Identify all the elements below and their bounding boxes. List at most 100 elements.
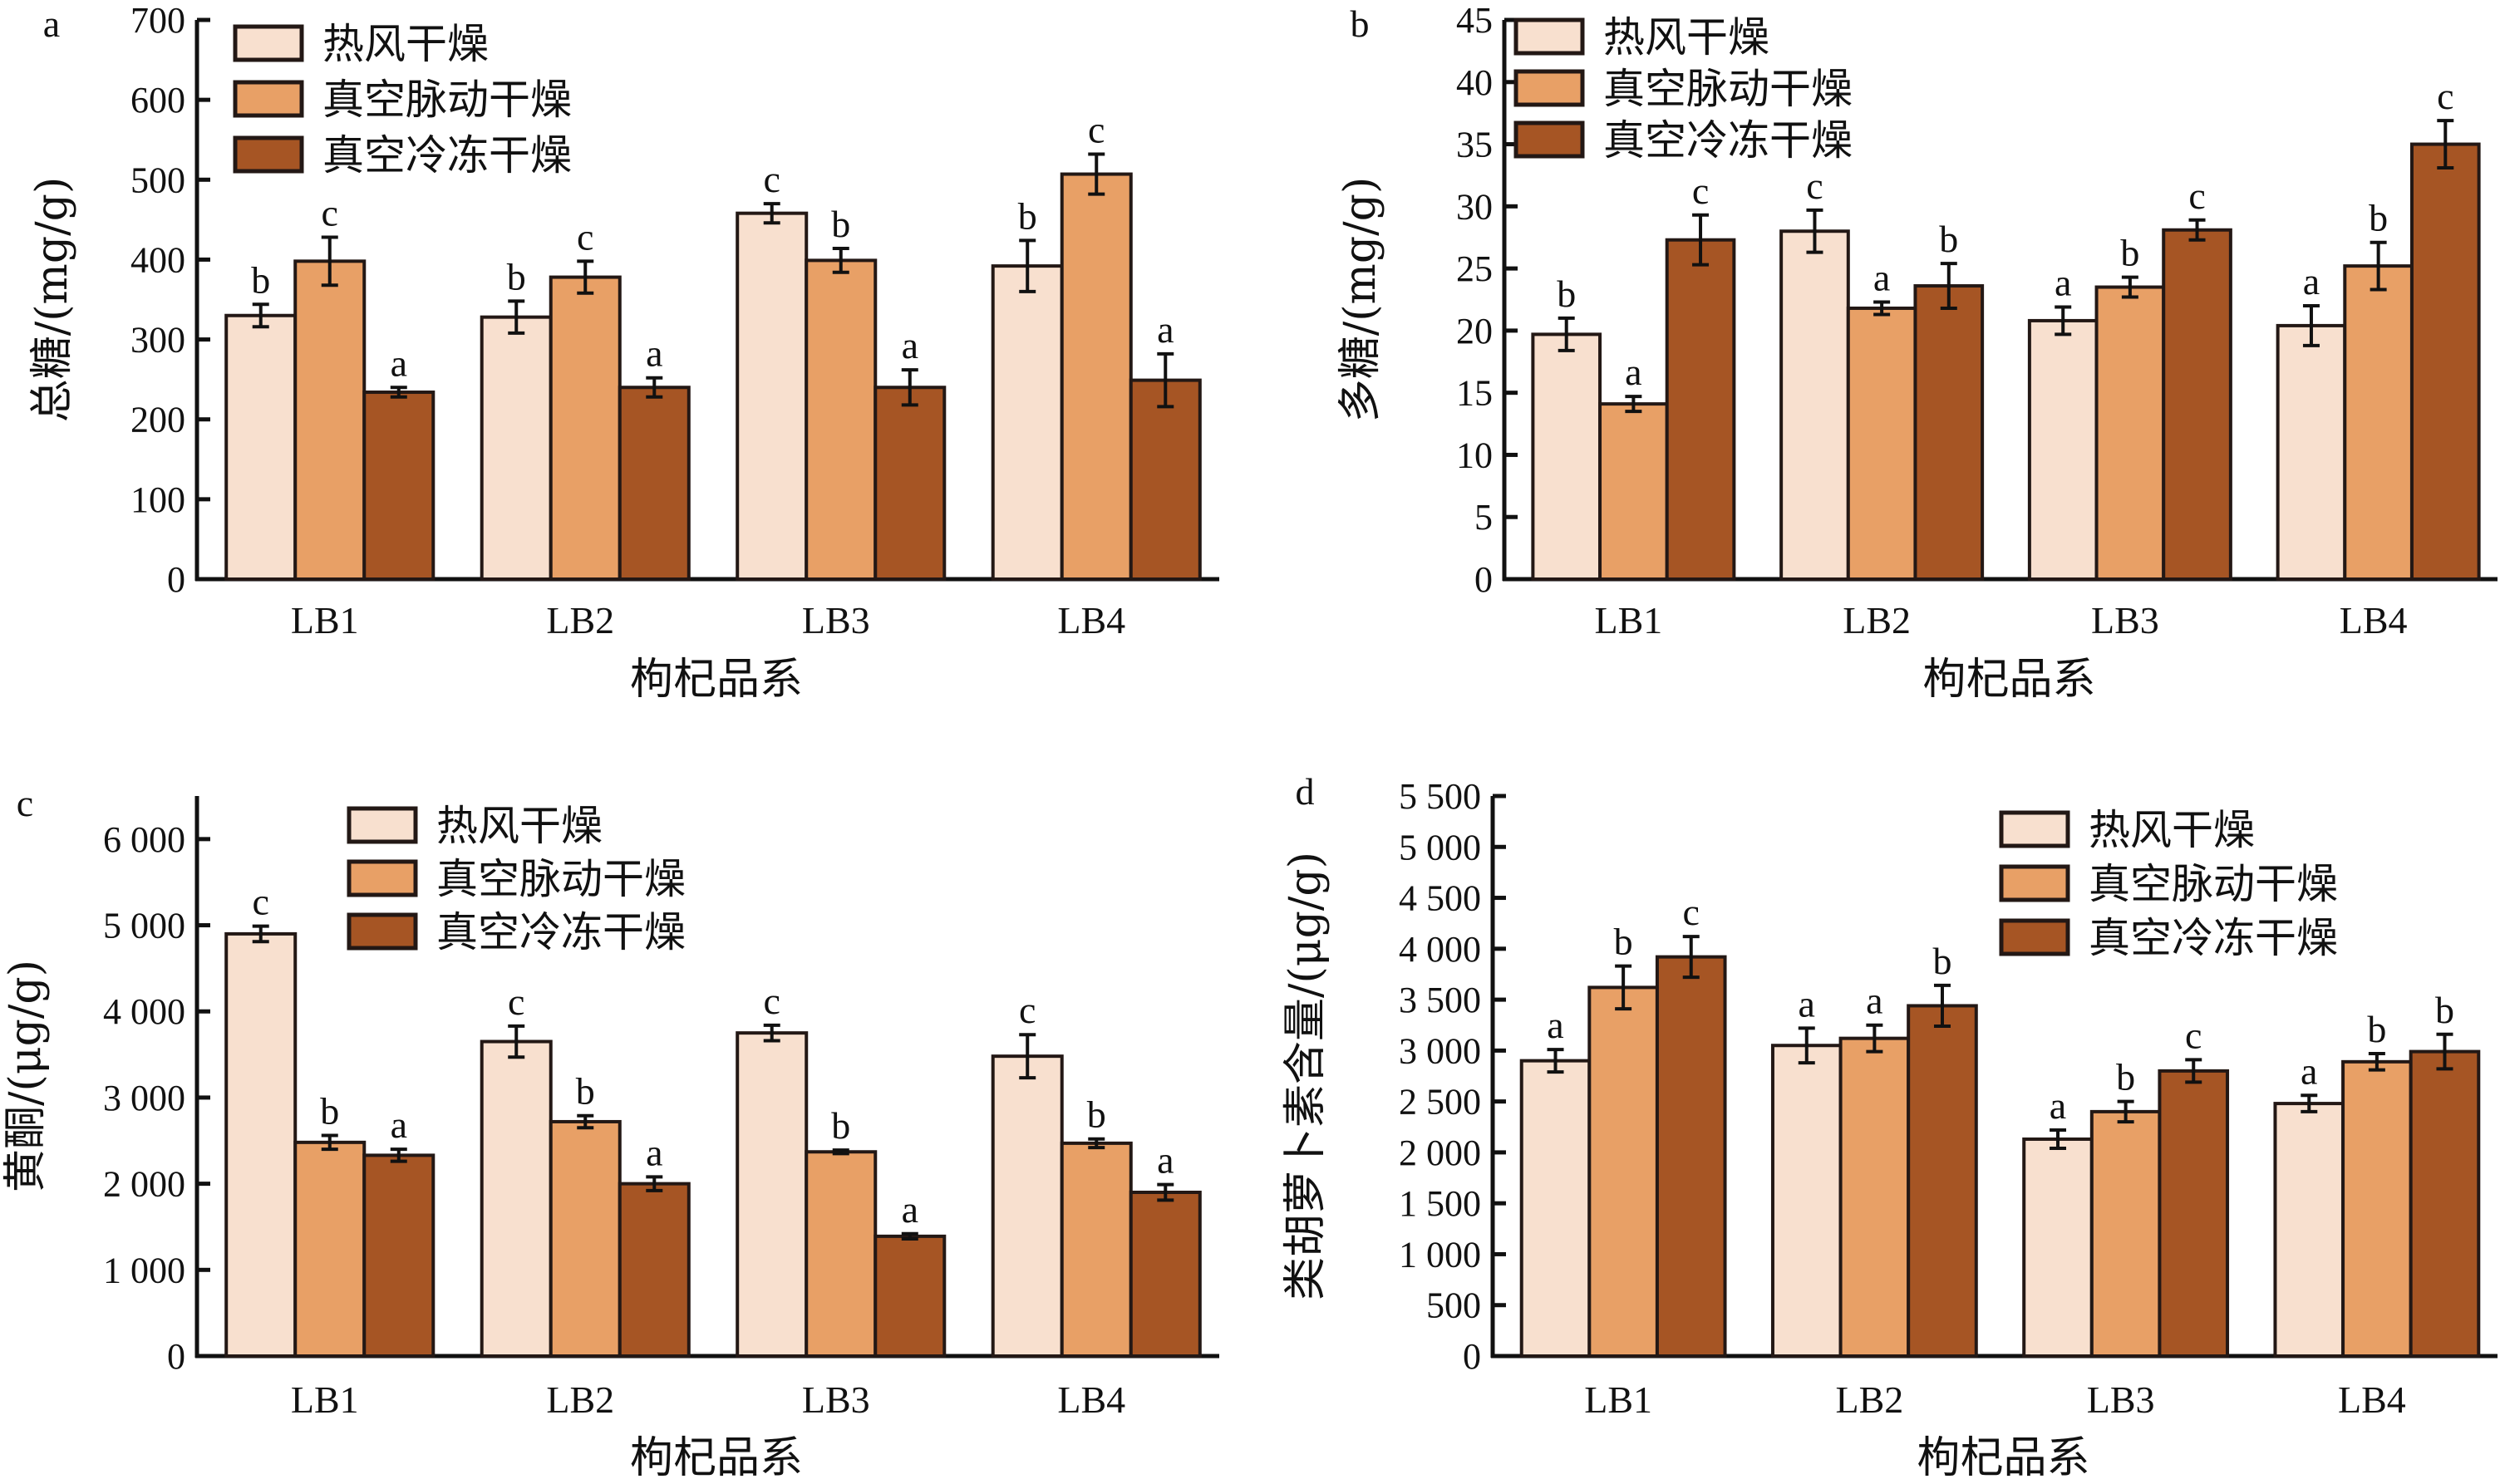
significance-letter: a	[1547, 1004, 1563, 1046]
panel-letter: c	[17, 782, 33, 824]
chart-panel-d: 0 500 1 000 1 500 2 000 2 500 3 000 3 500 4 000 4…	[1281, 770, 2498, 1483]
significance-letter: b	[576, 1070, 595, 1113]
bar-LB4-series-2	[1060, 1141, 1133, 1358]
legend-swatch-1	[347, 806, 418, 844]
y-tick-label: 5 500	[1399, 776, 1481, 817]
y-tick-label: 35	[1456, 125, 1493, 165]
significance-letter: c	[1683, 891, 1700, 933]
legend-swatch-1	[1513, 17, 1585, 56]
y-tick-label: 4 500	[1399, 878, 1481, 919]
legend-swatch-1	[233, 24, 304, 62]
y-tick-label: 15	[1456, 373, 1493, 414]
significance-letter: a	[2303, 260, 2320, 302]
significance-letter: a	[646, 1131, 662, 1173]
bar-LB2-series-1	[1779, 229, 1850, 581]
significance-letter: b	[1614, 921, 1633, 963]
x-tick-label: LB2	[546, 1378, 614, 1421]
significance-letter: a	[1625, 351, 1641, 393]
bar-LB2-series-2	[1838, 1036, 1911, 1359]
x-tick-label: LB4	[1057, 599, 1125, 641]
bar-LB3-series-3	[2162, 228, 2232, 581]
bar-LB2-series-3	[618, 1182, 691, 1358]
bar-LB2-series-2	[1846, 306, 1917, 581]
significance-letter: a	[391, 342, 407, 384]
y-tick-label: 5	[1474, 497, 1493, 538]
bar-LB2-series-1	[1770, 1044, 1843, 1358]
y-axis-title: 黄酮/(μg/g)	[1, 960, 51, 1192]
bar-LB2-series-3	[1907, 1004, 1978, 1358]
significance-letter: b	[1018, 194, 1037, 237]
x-axis-title: 枸杞品系	[630, 655, 803, 705]
y-tick-label: 2 000	[1399, 1133, 1481, 1173]
y-tick-label: 3 000	[1399, 1030, 1481, 1071]
significance-letter: b	[1932, 940, 1951, 982]
bar-LB2-series-3	[1913, 284, 1985, 581]
bar-LB4-series-3	[1129, 1190, 1202, 1358]
legend-label: 真空脉动干燥	[1603, 65, 1853, 113]
y-tick-label: 10	[1456, 435, 1493, 475]
bar-LB3-series-2	[2089, 1109, 2162, 1358]
bar-LB4-series-1	[991, 264, 1064, 581]
bar-LB3-series-1	[736, 1031, 809, 1358]
panel-letter: d	[1296, 770, 1315, 813]
significance-letter: a	[1799, 982, 1815, 1025]
bar-LB1-series-1	[224, 931, 298, 1359]
bar-LB4-series-2	[2343, 264, 2414, 581]
significance-letter: c	[1692, 170, 1709, 212]
significance-letter: a	[391, 1103, 407, 1146]
y-tick-label: 6 000	[103, 819, 185, 860]
bar-LB3-series-2	[2094, 285, 2166, 581]
bar-LB3-series-2	[805, 1150, 878, 1359]
y-tick-label: 25	[1456, 248, 1493, 289]
bar-LB1-series-2	[293, 259, 367, 581]
significance-letter: b	[831, 1104, 850, 1147]
significance-letter: c	[2188, 174, 2205, 217]
significance-letter: b	[1087, 1093, 1106, 1136]
chart-panel-a: 0 100 200 300 400 500 600 700 a 总糖/(mg/g) LB1 b c a LB…	[27, 0, 1219, 705]
y-tick-label: 1 000	[1399, 1234, 1481, 1275]
y-tick-label: 700	[130, 0, 185, 41]
bar-LB2-series-1	[480, 315, 553, 581]
x-tick-label: LB2	[1843, 599, 1911, 641]
significance-letter: b	[1557, 273, 1576, 315]
legend-swatch-3	[1513, 120, 1585, 159]
significance-letter: c	[253, 881, 269, 923]
bar-LB3-series-1	[736, 211, 809, 581]
legend-swatch-3	[233, 135, 304, 174]
x-axis-title: 枸杞品系	[1922, 655, 2095, 705]
legend-swatch-2	[1999, 864, 2070, 902]
bar-LB4-series-3	[1129, 378, 1202, 581]
significance-letter: a	[2301, 1049, 2317, 1092]
bar-LB3-series-1	[2027, 318, 2099, 581]
bar-LB2-series-2	[549, 1119, 622, 1358]
bar-LB4-series-2	[2341, 1059, 2413, 1358]
bar-LB3-series-1	[2022, 1137, 2094, 1358]
significance-letter: c	[1019, 989, 1036, 1031]
x-tick-label: LB3	[802, 599, 870, 641]
y-tick-label: 200	[130, 400, 185, 440]
bar-LB1-series-2	[1598, 402, 1669, 582]
y-tick-label: 5 000	[103, 906, 185, 946]
y-tick-label: 400	[130, 239, 185, 280]
bar-LB3-series-3	[874, 1234, 947, 1358]
legend-swatch-2	[233, 80, 304, 118]
significance-letter: b	[251, 258, 270, 301]
x-tick-label: LB3	[2087, 1378, 2155, 1421]
legend-swatch-3	[1999, 918, 2070, 956]
x-tick-label: LB4	[2340, 599, 2408, 641]
bar-LB4-series-1	[2273, 1102, 2345, 1358]
significance-letter: b	[2116, 1056, 2135, 1098]
y-tick-label: 600	[130, 80, 185, 120]
legend-label: 真空脉动干燥	[436, 855, 686, 903]
significance-letter: a	[646, 332, 662, 375]
x-tick-label: LB1	[1584, 1378, 1652, 1421]
bar-LB2-series-1	[480, 1039, 553, 1358]
significance-letter: b	[831, 203, 850, 245]
significance-letter: b	[2435, 989, 2454, 1031]
legend-label: 真空冷冻干燥	[322, 131, 572, 179]
legend-label: 真空冷冻干燥	[1603, 116, 1853, 165]
y-tick-label: 100	[130, 479, 185, 520]
bar-LB4-series-1	[2276, 323, 2347, 581]
bar-LB1-series-2	[1587, 985, 1659, 1359]
